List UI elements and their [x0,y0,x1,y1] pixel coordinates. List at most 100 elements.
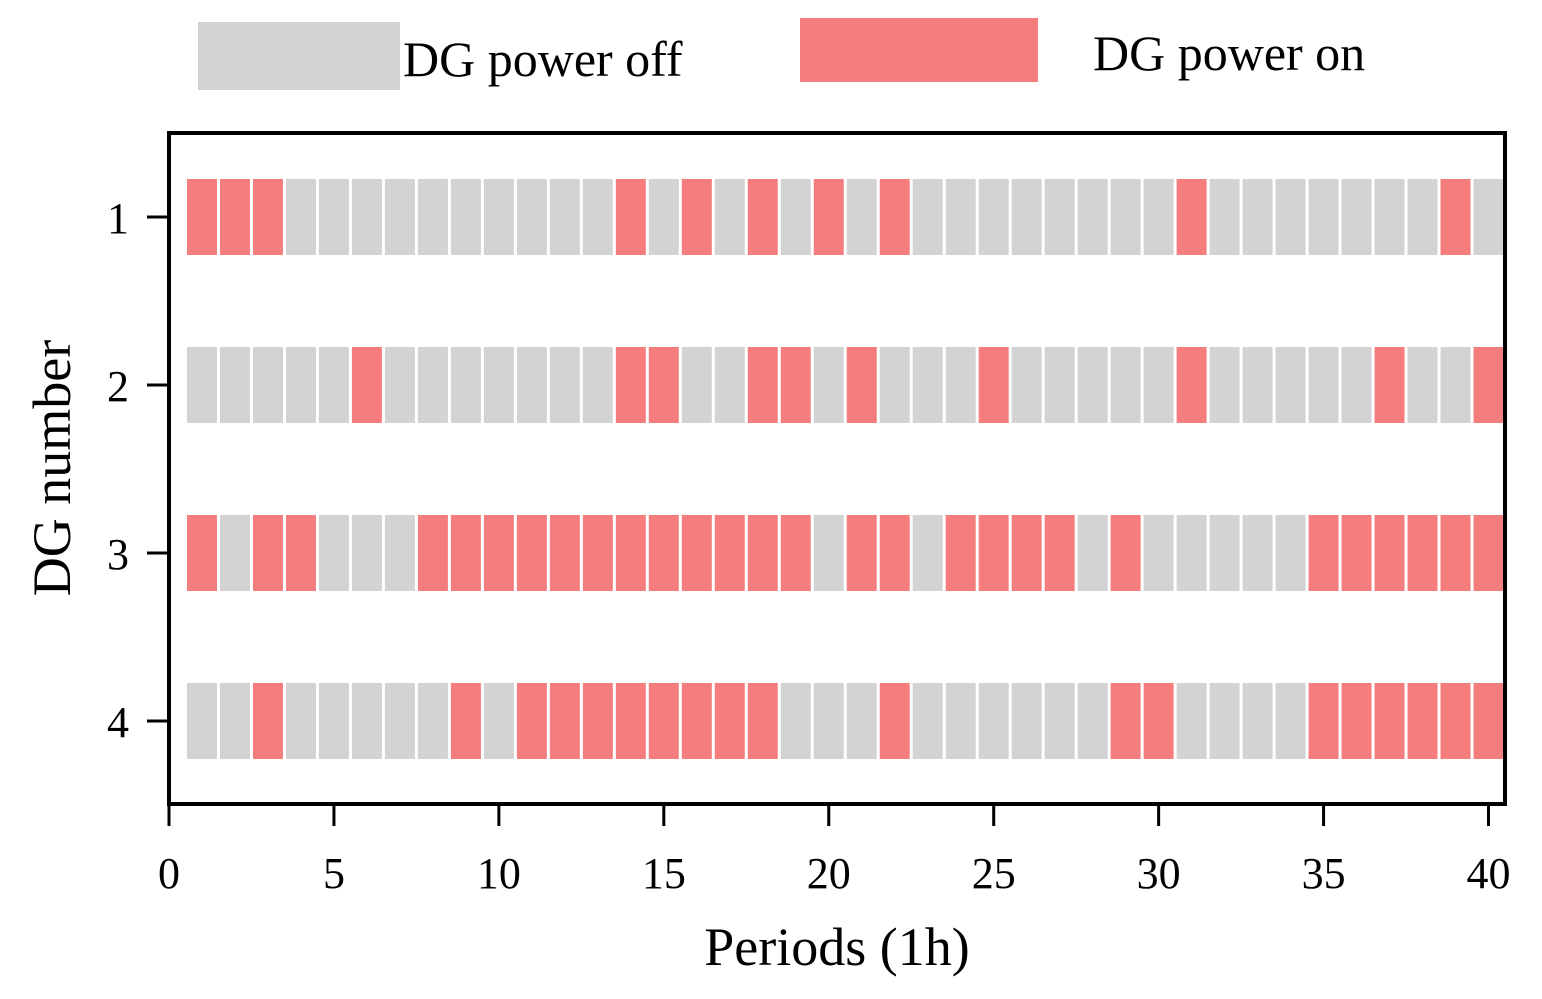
legend: DG power off DG power on [198,18,1365,90]
status-block-dg3-p22 [879,515,910,591]
status-block-dg3-p8 [417,515,448,591]
status-block-dg1-p20 [813,179,844,255]
status-block-dg3-p20 [813,515,844,591]
status-block-dg1-p39 [1440,179,1471,255]
status-block-dg1-p9 [450,179,481,255]
status-block-dg2-p34 [1275,347,1306,423]
status-block-dg3-p23 [912,515,943,591]
status-block-dg2-p13 [582,347,613,423]
status-block-dg3-p6 [351,515,382,591]
x-tick-label: 40 [1467,849,1511,898]
status-block-dg2-p31 [1176,347,1207,423]
status-block-dg2-p20 [813,347,844,423]
status-block-dg4-p6 [351,683,382,759]
status-block-dg1-p31 [1176,179,1207,255]
status-block-dg3-p5 [318,515,349,591]
status-block-dg4-p19 [780,683,811,759]
status-block-dg4-p36 [1341,683,1372,759]
x-tick-label: 30 [1137,849,1181,898]
status-block-dg2-p23 [912,347,943,423]
status-block-dg4-p7 [384,683,415,759]
status-block-dg1-p21 [846,179,877,255]
status-block-dg1-p26 [1011,179,1042,255]
y-tick-label: 1 [107,194,129,243]
status-block-dg3-p16 [681,515,712,591]
status-block-dg2-p10 [483,347,514,423]
status-block-dg3-p34 [1275,515,1306,591]
status-block-dg2-p3 [252,347,283,423]
legend-on-label: DG power on [1093,25,1365,81]
status-block-dg3-p30 [1143,515,1174,591]
status-block-dg3-p29 [1110,515,1141,591]
status-block-dg4-p16 [681,683,712,759]
status-block-dg2-p6 [351,347,382,423]
status-block-dg3-p27 [1044,515,1075,591]
status-block-dg2-p29 [1110,347,1141,423]
status-block-dg4-p23 [912,683,943,759]
status-blocks [186,179,1504,759]
status-block-dg2-p1 [186,347,217,423]
status-block-dg1-p14 [615,179,646,255]
status-block-dg4-p12 [549,683,580,759]
status-block-dg3-p9 [450,515,481,591]
y-axis-title: DG number [22,340,82,596]
status-block-dg2-p37 [1374,347,1405,423]
status-block-dg4-p29 [1110,683,1141,759]
status-block-dg4-p3 [252,683,283,759]
status-block-dg4-p39 [1440,683,1471,759]
x-tick-label: 10 [477,849,521,898]
status-block-dg2-p21 [846,347,877,423]
x-tick-label: 25 [972,849,1016,898]
status-block-dg2-p25 [978,347,1009,423]
status-block-dg4-p1 [186,683,217,759]
status-block-dg4-p21 [846,683,877,759]
status-block-dg3-p28 [1077,515,1108,591]
status-block-dg1-p40 [1473,179,1504,255]
status-block-dg3-p35 [1308,515,1339,591]
status-block-dg1-p34 [1275,179,1306,255]
status-block-dg4-p26 [1011,683,1042,759]
status-block-dg3-p38 [1407,515,1438,591]
status-block-dg4-p13 [582,683,613,759]
y-tick-label: 3 [107,530,129,579]
x-tick-label: 15 [642,849,686,898]
status-block-dg1-p5 [318,179,349,255]
status-block-dg2-p14 [615,347,646,423]
status-block-dg1-p12 [549,179,580,255]
status-block-dg3-p39 [1440,515,1471,591]
x-tick-label: 0 [158,849,180,898]
status-block-dg1-p3 [252,179,283,255]
status-block-dg1-p35 [1308,179,1339,255]
status-block-dg2-p40 [1473,347,1504,423]
status-block-dg2-p11 [516,347,547,423]
status-block-dg2-p4 [285,347,316,423]
status-block-dg2-p24 [945,347,976,423]
status-block-dg3-p4 [285,515,316,591]
status-block-dg2-p2 [219,347,250,423]
status-block-dg4-p22 [879,683,910,759]
status-block-dg2-p33 [1242,347,1273,423]
status-block-dg4-p9 [450,683,481,759]
x-tick-label: 35 [1302,849,1346,898]
status-block-dg4-p37 [1374,683,1405,759]
status-block-dg1-p22 [879,179,910,255]
status-block-dg3-p25 [978,515,1009,591]
status-block-dg4-p31 [1176,683,1207,759]
status-block-dg4-p15 [648,683,679,759]
status-block-dg4-p33 [1242,683,1273,759]
status-block-dg1-p11 [516,179,547,255]
status-block-dg1-p38 [1407,179,1438,255]
status-block-dg3-p24 [945,515,976,591]
status-block-dg1-p30 [1143,179,1174,255]
status-block-dg2-p12 [549,347,580,423]
status-block-dg2-p8 [417,347,448,423]
y-tick-label: 4 [107,698,129,747]
status-block-dg4-p34 [1275,683,1306,759]
status-block-dg3-p3 [252,515,283,591]
status-block-dg2-p38 [1407,347,1438,423]
status-block-dg3-p10 [483,515,514,591]
y-tick-label: 2 [107,362,129,411]
status-block-dg4-p28 [1077,683,1108,759]
status-block-dg4-p20 [813,683,844,759]
